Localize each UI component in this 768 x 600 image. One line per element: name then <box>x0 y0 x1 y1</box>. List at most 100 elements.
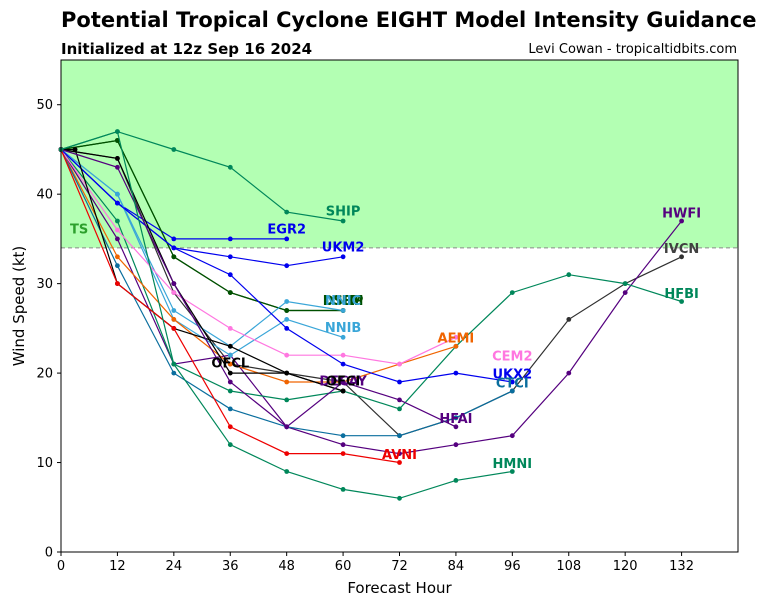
data-point <box>227 424 233 430</box>
data-point <box>453 370 459 376</box>
series-hmni <box>58 129 515 501</box>
y-tick-label: 30 <box>36 277 53 292</box>
y-tick-label: 10 <box>36 456 53 471</box>
data-point <box>171 308 177 313</box>
data-point <box>171 147 177 152</box>
data-point <box>227 236 233 242</box>
data-point <box>509 469 515 474</box>
data-point <box>397 397 402 403</box>
data-point <box>679 254 684 260</box>
data-point <box>679 299 684 304</box>
x-tick-label: 36 <box>222 559 239 574</box>
data-point <box>227 361 233 367</box>
model-label-cem2: CEM2 <box>492 350 532 365</box>
series-layer <box>58 129 684 501</box>
series-line-hfbi <box>60 149 682 410</box>
data-point <box>284 326 290 331</box>
data-point <box>227 352 233 358</box>
x-tick-label: 108 <box>556 559 581 574</box>
x-tick-label: 12 <box>109 559 126 574</box>
data-point <box>171 281 177 286</box>
data-point <box>171 326 177 331</box>
data-point <box>566 272 572 278</box>
data-point <box>340 487 346 492</box>
data-point <box>566 317 572 322</box>
data-point <box>284 469 290 474</box>
data-point <box>115 254 120 260</box>
data-point <box>171 370 177 376</box>
data-point <box>566 370 572 376</box>
data-point <box>509 388 515 394</box>
data-point <box>171 317 177 322</box>
data-point <box>453 343 459 349</box>
data-point <box>340 308 346 313</box>
data-point <box>171 290 177 295</box>
data-point <box>284 397 290 403</box>
data-point <box>115 164 120 170</box>
data-point <box>284 299 290 304</box>
model-label-hmni: HMNI <box>493 457 533 472</box>
data-point <box>284 370 290 376</box>
ts-threshold-region <box>61 60 738 248</box>
model-label-nnib: NNIB <box>325 321 362 336</box>
series-line-cem2 <box>60 149 457 365</box>
model-label-egr2: EGR2 <box>267 223 306 238</box>
y-tick-label: 0 <box>45 546 53 561</box>
model-label-dshp: DSHP <box>323 294 364 309</box>
y-tick-label: 40 <box>36 188 53 203</box>
model-label-hfai: HFAI <box>439 412 472 427</box>
x-tick-label: 120 <box>613 559 638 574</box>
x-axis-label: Forecast Hour <box>347 579 452 597</box>
data-point <box>115 138 120 143</box>
data-point <box>171 236 177 242</box>
x-tick-label: 48 <box>278 559 295 574</box>
data-point <box>115 191 120 197</box>
data-point <box>227 406 233 412</box>
data-point <box>679 218 684 224</box>
data-point <box>115 263 120 269</box>
data-point <box>115 227 120 233</box>
data-point <box>622 281 628 286</box>
series-line-hwfi <box>60 149 683 455</box>
ts-threshold-label: TS <box>70 223 88 238</box>
data-point <box>397 379 402 385</box>
x-tick-label: 24 <box>166 559 183 574</box>
data-point <box>115 129 120 135</box>
data-point <box>227 379 233 385</box>
model-label-avni: AVNI <box>382 448 417 463</box>
data-point <box>115 156 120 161</box>
y-tick-label: 50 <box>36 98 53 113</box>
data-point <box>340 334 346 340</box>
y-axis: 0 10 20 30 40 50 <box>36 98 61 561</box>
data-point <box>227 272 233 278</box>
data-point <box>397 460 402 465</box>
data-point <box>115 200 120 206</box>
data-point <box>115 218 120 224</box>
data-point <box>397 361 402 367</box>
model-label-ukm2: UKM2 <box>322 240 365 255</box>
data-point <box>453 442 459 448</box>
credit-text: Levi Cowan - tropicaltidbits.com <box>528 42 737 57</box>
data-point <box>453 478 459 483</box>
data-point <box>227 164 233 170</box>
data-point <box>509 290 515 295</box>
page-title: Potential Tropical Cyclone EIGHT Model I… <box>61 8 757 32</box>
data-point <box>340 254 346 260</box>
data-point <box>397 451 402 456</box>
data-point <box>284 236 290 242</box>
model-label-ofci: OFCI <box>326 375 360 390</box>
series-line-decay <box>60 148 457 428</box>
model-label-ctci: CTCI <box>496 376 529 391</box>
data-point <box>340 442 346 448</box>
data-point <box>284 379 290 385</box>
data-point <box>622 290 628 295</box>
data-point <box>453 415 459 421</box>
data-point <box>509 433 515 439</box>
data-point <box>171 254 177 260</box>
series-line-lgem <box>60 139 344 312</box>
data-point <box>509 379 515 385</box>
data-point <box>340 218 346 224</box>
model-label-ukx2: UKX2 <box>492 368 532 383</box>
